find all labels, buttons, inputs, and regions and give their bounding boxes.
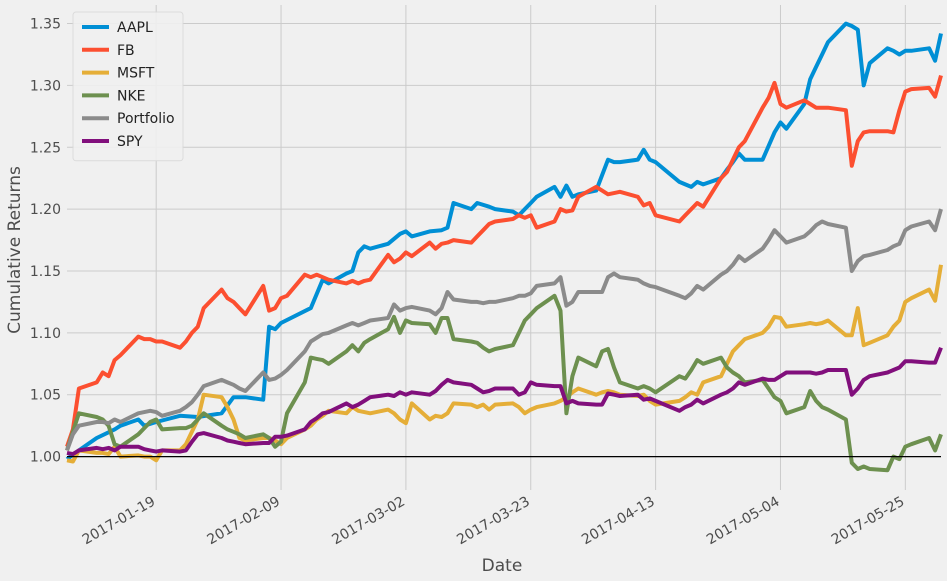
y-tick-label: 1.15 — [30, 264, 61, 280]
series-line-aapl — [65, 21, 943, 461]
legend-label-spy: SPY — [117, 134, 143, 150]
series-line-nke — [65, 293, 943, 473]
series-line-portfolio — [65, 208, 943, 452]
legend-label-nke: NKE — [117, 88, 146, 104]
legend-label-portfolio: Portfolio — [117, 111, 175, 127]
y-tick-label: 1.10 — [30, 326, 61, 342]
series-line-msft — [66, 264, 943, 464]
series-line-fb — [65, 74, 943, 448]
legend-label-fb: FB — [117, 43, 135, 59]
y-tick-label: 1.35 — [30, 17, 61, 33]
y-tick-label: 1.05 — [30, 388, 61, 404]
series-lines — [65, 21, 943, 473]
y-tick-label: 1.25 — [30, 140, 61, 156]
series-line-spy — [66, 346, 943, 457]
legend: AAPL FB MSFT NKE Portfolio SPY — [72, 11, 184, 162]
legend-label-aapl: AAPL — [117, 20, 153, 36]
legend-label-msft: MSFT — [117, 66, 155, 82]
y-tick-label: 1.00 — [30, 450, 61, 466]
y-tick-label: 1.20 — [30, 202, 61, 218]
y-axis-title: Cumulative Returns — [5, 166, 25, 334]
y-tick-label: 1.30 — [30, 78, 61, 94]
x-axis-title: Date — [482, 556, 523, 576]
